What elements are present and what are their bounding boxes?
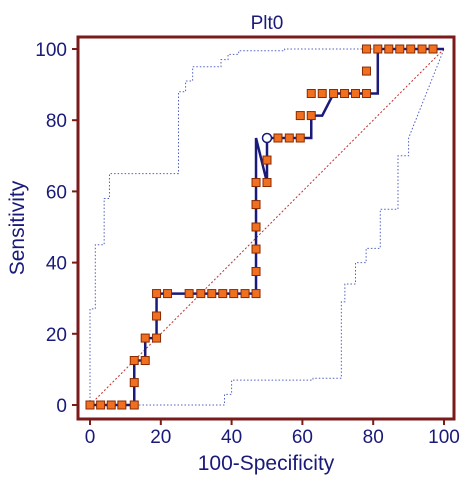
roc-point: [240, 289, 250, 299]
x-tick-label: 40: [221, 427, 242, 448]
roc-point: [417, 44, 427, 54]
x-tick-label: 60: [292, 427, 313, 448]
roc-point: [251, 267, 261, 276]
roc-point: [262, 178, 272, 187]
y-tick-label: 60: [46, 182, 67, 203]
roc-point: [85, 400, 95, 410]
plot-frame: [76, 35, 456, 421]
roc-point: [306, 111, 316, 121]
roc-curve-line: [90, 47, 444, 407]
roc-point: [129, 400, 139, 410]
y-axis-ticks: 0 20 40 60 80 100: [35, 40, 78, 417]
roc-point: [251, 200, 261, 210]
roc-point: [229, 289, 239, 299]
reference-diagonal: [89, 48, 445, 406]
y-tick-label: 80: [46, 111, 67, 132]
roc-point: [351, 89, 360, 98]
roc-point: [251, 289, 261, 299]
roc-point: [96, 400, 106, 410]
roc-point: [361, 89, 371, 98]
x-tick-label: 100: [428, 427, 460, 448]
optimal-criterion-point: [261, 132, 273, 144]
x-axis-ticks: 0 20 40 60 80 100: [85, 419, 460, 448]
roc-point: [251, 178, 261, 187]
roc-step-line: [90, 47, 444, 407]
roc-point: [306, 89, 316, 98]
x-tick-label: 0: [85, 427, 96, 448]
roc-point: [273, 133, 283, 143]
roc-point: [196, 289, 206, 299]
roc-point: [106, 400, 116, 410]
roc-point: [152, 289, 162, 299]
y-tick-label: 0: [56, 396, 67, 417]
roc-point: [140, 356, 150, 365]
roc-point: [295, 111, 305, 121]
roc-point: [262, 155, 272, 165]
roc-point: [152, 311, 162, 321]
roc-point: [129, 356, 139, 365]
lower-confidence-band-line: [90, 48, 445, 406]
roc-point: [284, 133, 294, 143]
roc-point: [384, 44, 394, 54]
roc-point: [129, 378, 139, 388]
roc-point: [163, 289, 173, 299]
lower-confidence-band: [90, 48, 445, 406]
roc-point: [218, 289, 228, 299]
y-tick-label: 100: [35, 40, 67, 61]
roc-point: [152, 333, 162, 343]
roc-point: [361, 66, 371, 76]
plot-area: [85, 44, 445, 410]
y-tick-label: 20: [46, 325, 67, 346]
upper-confidence-band-line: [89, 48, 444, 405]
roc-point: [117, 400, 127, 410]
x-tick-label: 20: [150, 427, 171, 448]
roc-point: [373, 44, 383, 54]
roc-point: [251, 244, 261, 254]
y-tick-label: 40: [46, 254, 67, 275]
diagonal-line: [89, 48, 445, 406]
roc-point: [428, 44, 438, 54]
roc-point: [184, 289, 194, 299]
x-axis-label: 100-Specificity: [198, 452, 335, 475]
upper-confidence-band: [89, 48, 444, 405]
roc-point: [295, 133, 305, 143]
y-axis-label: Sensitivity: [6, 180, 29, 275]
roc-point: [207, 289, 217, 299]
roc-point: [251, 222, 261, 232]
roc-point: [406, 44, 416, 54]
roc-point: [329, 89, 339, 98]
roc-point: [340, 89, 350, 98]
roc-point: [140, 333, 150, 343]
x-tick-label: 80: [363, 427, 384, 448]
roc-curve-markers: [85, 44, 438, 410]
chart-title: Plt0: [251, 13, 284, 34]
roc-point: [317, 89, 327, 98]
roc-point: [361, 44, 371, 54]
roc-point: [395, 44, 405, 54]
